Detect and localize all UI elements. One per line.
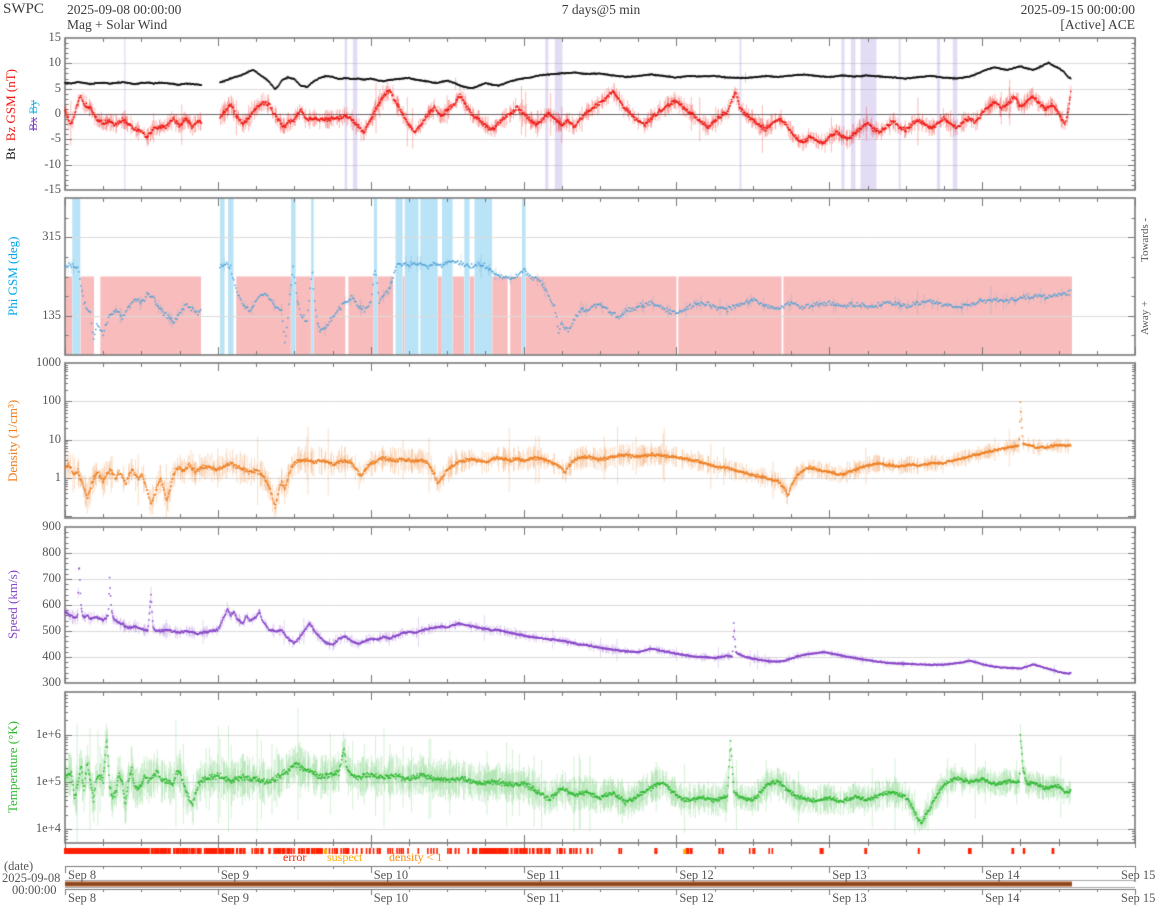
y-tick-label: 500 [42, 623, 61, 637]
y-tick-label: 1e+6 [35, 727, 61, 741]
legend-suspect: suspect [327, 850, 363, 864]
day-label-row2: Sep 9 [220, 891, 249, 905]
y-tick-label: 900 [42, 519, 61, 533]
y-tick-label: 15 [48, 30, 62, 44]
date-axis-caption: (date) [4, 859, 34, 873]
day-label-row1: Sep 8 [68, 868, 97, 882]
y-tick-label: 600 [42, 597, 61, 611]
day-label-row1: Sep 9 [220, 868, 249, 882]
date-axis-start-time: 00:00:00 [12, 883, 57, 897]
y-tick-label: -10 [44, 157, 61, 171]
y-tick-label: 10 [48, 432, 62, 446]
date-axis-start-date: 2025-09-08 [2, 871, 61, 885]
towards-label: Towards - [1139, 217, 1151, 263]
day-label-row1: Sep 13 [832, 868, 867, 882]
y-tick-label: -15 [44, 182, 61, 196]
y-tick-label: 10 [48, 55, 62, 69]
day-label-row1: Sep 12 [679, 868, 714, 882]
day-label-row1: Sep 15 [1121, 868, 1156, 882]
bz-label: Bz GSM (nT) [3, 68, 18, 141]
day-label-row2: Sep 8 [68, 891, 97, 905]
y-tick-label: 1e+4 [35, 821, 61, 835]
day-label-row1: Sep 10 [373, 868, 409, 882]
y-tick-label: 800 [42, 545, 61, 559]
y-tick-label: 1 [54, 470, 61, 484]
y-tick-label: 5 [54, 81, 61, 95]
y-tick-label: 1000 [36, 355, 61, 369]
y-tick-label: -5 [50, 131, 61, 145]
day-label-row2: Sep 11 [526, 891, 561, 905]
y-tick-label: 300 [42, 675, 61, 689]
start-time: 2025-09-08 00:00:00 [67, 2, 182, 17]
plot-subtitle: Mag + Solar Wind [67, 17, 168, 32]
day-label-row1: Sep 14 [985, 868, 1020, 882]
day-label-row2: Sep 12 [679, 891, 714, 905]
y-tick-label: 700 [42, 571, 61, 585]
brand: SWPC [3, 1, 44, 17]
away-label: Away + [1139, 300, 1151, 336]
y-tick-label: 1e+5 [35, 774, 61, 788]
y-tick-label: 315 [42, 229, 61, 243]
y-tick-label: 100 [42, 393, 61, 407]
end-time: 2025-09-15 00:00:00 [1020, 2, 1135, 17]
day-label-row2: Sep 14 [985, 891, 1020, 905]
phi-axis-label: Phi GSM (deg) [5, 236, 20, 317]
y-tick-label: 135 [42, 308, 61, 322]
legend-error: error [283, 850, 307, 864]
day-label-row2: Sep 15 [1121, 891, 1156, 905]
satellite-status: [Active] ACE [1060, 17, 1135, 32]
day-label-row2: Sep 10 [373, 891, 409, 905]
day-label-row2: Sep 13 [832, 891, 867, 905]
y-tick-label: 0 [54, 106, 61, 120]
legend-density-lt1: density < 1 [389, 850, 443, 864]
y-tick-label: 400 [42, 649, 61, 663]
resolution: 7 days@5 min [561, 2, 641, 17]
day-label-row1: Sep 11 [526, 868, 561, 882]
